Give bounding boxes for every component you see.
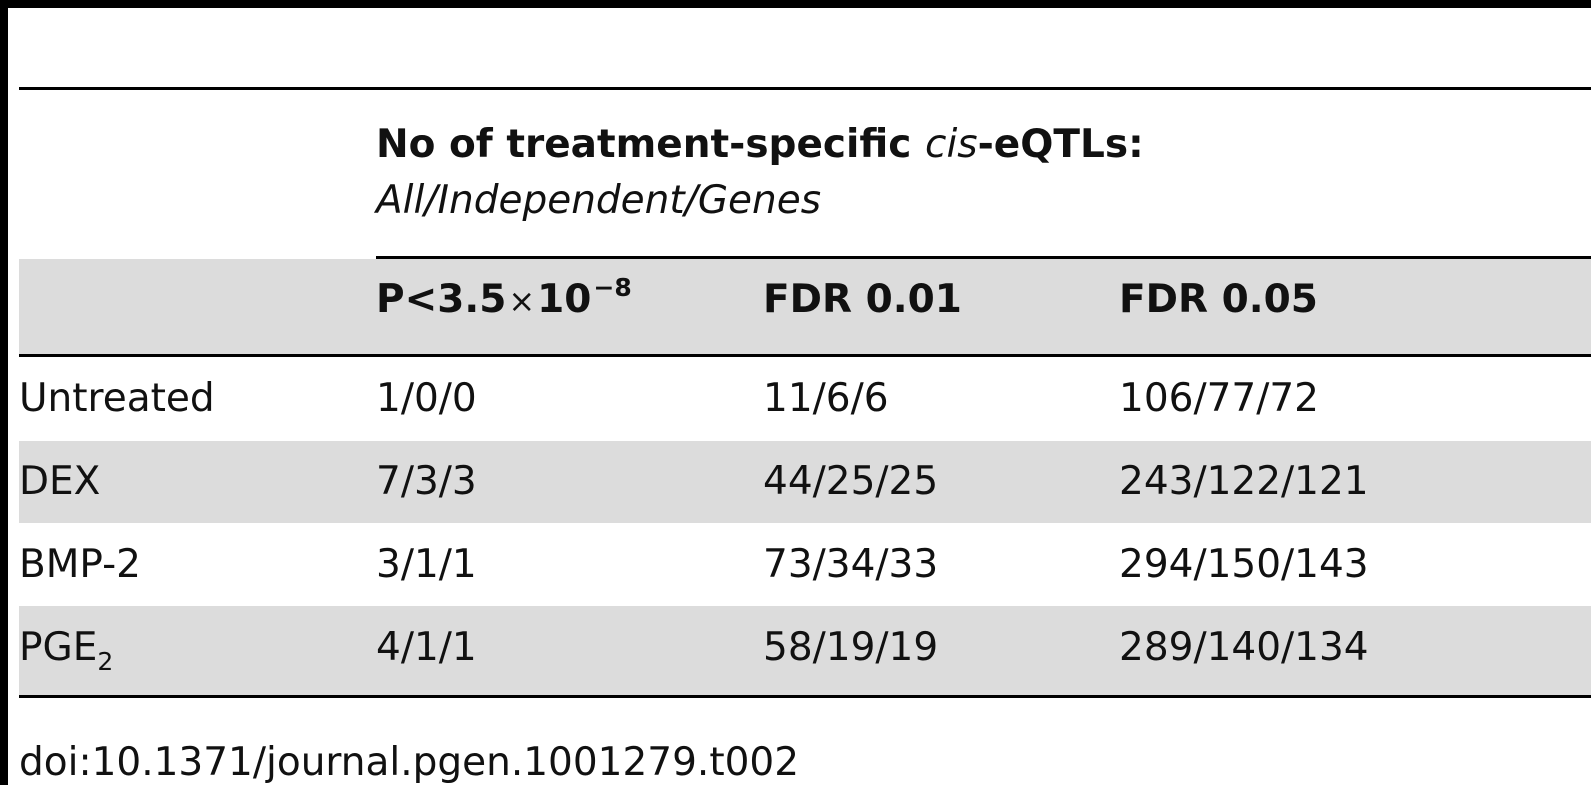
table-cell: 58/19/19 bbox=[763, 625, 939, 670]
table-cell: 73/34/33 bbox=[763, 542, 939, 587]
row-label-untreated: Untreated bbox=[19, 376, 215, 421]
row-label-bmp2: BMP-2 bbox=[19, 542, 141, 587]
row-band-2 bbox=[19, 441, 1591, 523]
group-header-underline bbox=[376, 256, 1591, 259]
row-label-dex: DEX bbox=[19, 459, 101, 504]
row-band-4 bbox=[19, 606, 1591, 695]
table-cell: 243/122/121 bbox=[1119, 459, 1369, 504]
column-header-fdr-001: FDR 0.01 bbox=[763, 277, 962, 322]
column-header-fdr-005: FDR 0.05 bbox=[1119, 277, 1318, 322]
table-cell: 289/140/134 bbox=[1119, 625, 1369, 670]
group-header-subtitle: All/Independent/Genes bbox=[376, 178, 822, 223]
header-bottom-rule bbox=[19, 354, 1591, 357]
column-header-pvalue: P<3.5×10−8 bbox=[376, 273, 632, 322]
table-bottom-rule bbox=[19, 695, 1591, 698]
column-header-band bbox=[19, 259, 1591, 354]
doi-link[interactable]: doi:10.1371/journal.pgen.1001279.t002 bbox=[19, 740, 800, 785]
table-cell: 7/3/3 bbox=[376, 459, 477, 504]
table-cell: 3/1/1 bbox=[376, 542, 477, 587]
results-table: No of treatment-specific cis-eQTLs: All/… bbox=[19, 0, 1591, 800]
table-cell: 294/150/143 bbox=[1119, 542, 1369, 587]
table-cell: 11/6/6 bbox=[763, 376, 889, 421]
row-label-pge2: PGE2 bbox=[19, 625, 114, 676]
group-header-title: No of treatment-specific cis-eQTLs: bbox=[376, 122, 1144, 167]
table-cell: 1/0/0 bbox=[376, 376, 477, 421]
table-cell: 4/1/1 bbox=[376, 625, 477, 670]
top-border-rule bbox=[0, 0, 1591, 8]
table-top-rule bbox=[19, 87, 1591, 90]
table-cell: 44/25/25 bbox=[763, 459, 939, 504]
left-border-rule bbox=[0, 0, 8, 785]
table-cell: 106/77/72 bbox=[1119, 376, 1319, 421]
